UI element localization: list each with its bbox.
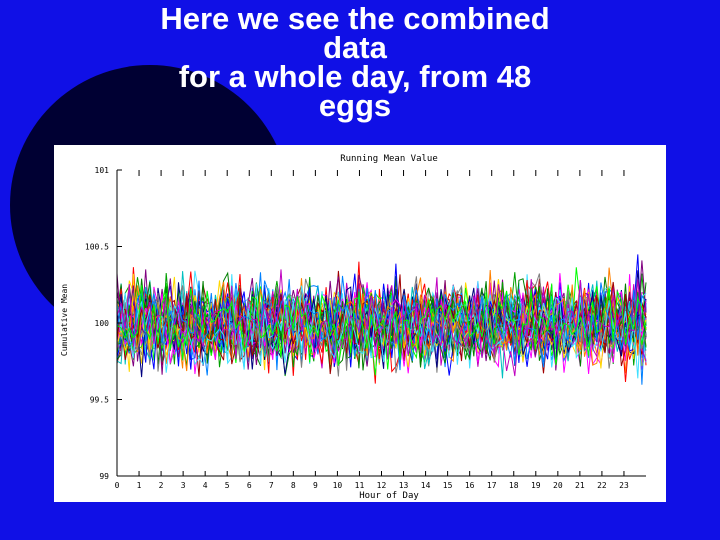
slide-title: Here we see the combined data for a whol… <box>95 1 615 123</box>
x-tick-label: 12 <box>377 481 387 490</box>
x-tick-label: 16 <box>465 481 475 490</box>
y-tick-label: 100 <box>95 319 110 328</box>
series-line-45 <box>116 274 647 379</box>
x-tick-label: 21 <box>575 481 585 490</box>
title-line-2: data <box>323 30 387 65</box>
title-line-1: Here we see the combined <box>160 1 550 36</box>
series-line-47 <box>116 269 647 360</box>
title-line-4: eggs <box>318 88 392 123</box>
x-tick-label: 8 <box>291 481 296 490</box>
x-tick-label: 4 <box>203 481 208 490</box>
x-tick-label: 13 <box>399 481 409 490</box>
x-tick-label: 18 <box>509 481 519 490</box>
y-tick-label: 99.5 <box>90 396 109 405</box>
x-tick-label: 11 <box>355 481 365 490</box>
y-axis-label: Cumulative Mean <box>60 284 69 356</box>
x-tick-label: 3 <box>181 481 186 490</box>
x-tick-label: 5 <box>225 481 230 490</box>
x-tick-label: 17 <box>487 481 497 490</box>
series-layer <box>116 254 647 385</box>
x-tick-label: 6 <box>247 481 252 490</box>
y-tick-label: 99 <box>99 472 109 481</box>
running-mean-chart: 0 1 2 3 4 5 6 7 8 9 10 11 12 13 14 15 16 17 18 19 20 21 22 2399… <box>54 145 666 502</box>
chart-title: Running Mean Value <box>340 154 438 164</box>
x-tick-label: 10 <box>333 481 343 490</box>
x-tick-label: 14 <box>421 481 431 490</box>
x-tick-label: 0 <box>115 481 120 490</box>
x-tick-label: 22 <box>597 481 607 490</box>
y-tick-label: 101 <box>95 166 110 175</box>
series-line-42 <box>116 267 647 372</box>
x-tick-label: 19 <box>531 481 541 490</box>
x-tick-label: 2 <box>159 481 164 490</box>
x-tick-label: 20 <box>553 481 563 490</box>
series-line-41 <box>116 271 647 369</box>
chart-panel: 0 1 2 3 4 5 6 7 8 9 10 11 12 13 14 15 16 17 18 19 20 21 22 23 99… <box>54 145 666 502</box>
x-tick-label: 1 <box>137 481 142 490</box>
x-tick-label: 7 <box>269 481 274 490</box>
title-line-3: for a whole day, from 48 <box>178 59 532 94</box>
x-tick-label: 15 <box>443 481 453 490</box>
axes-layer: 0 1 2 3 4 5 6 7 8 9 10 11 12 13 14 15 16 17 18 19 20 21 22 2399… <box>85 166 646 490</box>
y-tick-label: 100.5 <box>85 243 109 252</box>
x-tick-label: 9 <box>313 481 318 490</box>
x-axis-label: Hour of Day <box>359 491 419 501</box>
x-tick-label: 23 <box>619 481 629 490</box>
series-line-48 <box>116 283 647 370</box>
